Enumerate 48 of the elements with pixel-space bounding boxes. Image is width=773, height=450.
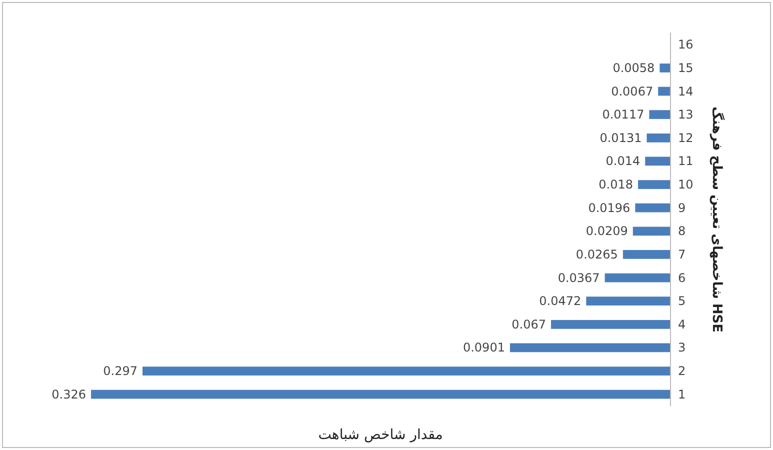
y-tick-label: 13 <box>678 108 694 122</box>
bar <box>645 156 670 166</box>
bar <box>91 390 670 399</box>
data-label: 0.014 <box>606 154 640 168</box>
data-label: 0.0196 <box>588 200 630 215</box>
data-label: 0.0367 <box>558 270 600 285</box>
bar <box>635 203 670 212</box>
y-tick-label: 16 <box>678 38 694 52</box>
bar <box>604 273 670 282</box>
x-axis-title: مقدار شاخص شباهت <box>318 427 443 443</box>
data-label: 0.0067 <box>611 84 654 98</box>
y-tick-label: 9 <box>678 200 686 215</box>
y-tick-label: 2 <box>678 364 686 378</box>
y-tick-label: 14 <box>678 84 694 98</box>
y-tick-label: 12 <box>678 130 694 145</box>
data-label: 0.0117 <box>602 108 644 122</box>
y-tick-label: 11 <box>678 154 694 168</box>
data-label: 0.0058 <box>612 60 655 75</box>
y-axis-title: شاخصهای تعیین سطح فرهنگ HSE <box>709 106 725 333</box>
data-label: 0.326 <box>52 387 86 402</box>
bar <box>646 133 670 142</box>
bar <box>649 110 670 120</box>
y-tick-label: 4 <box>678 317 686 332</box>
y-tick-label: 10 <box>678 178 694 192</box>
y-tick-label: 8 <box>678 224 686 238</box>
bar <box>586 296 670 306</box>
data-label: 0.0901 <box>462 340 505 355</box>
bar <box>510 343 670 352</box>
data-label: 0.018 <box>598 178 634 192</box>
y-tick-label: 15 <box>678 60 694 75</box>
y-tick-label: 3 <box>678 340 686 355</box>
data-label: 0.0472 <box>539 294 582 308</box>
data-label: 0.0265 <box>576 247 618 262</box>
y-tick-label: 5 <box>678 294 686 308</box>
bar <box>632 226 670 236</box>
data-label: 0.0209 <box>586 224 628 238</box>
data-label: 0.067 <box>512 317 546 332</box>
data-label: 0.297 <box>103 364 138 378</box>
bar <box>660 64 670 72</box>
y-tick-label: 1 <box>678 387 686 402</box>
y-tick-label: 7 <box>678 247 686 262</box>
y-tick-label: 6 <box>678 270 686 285</box>
bar <box>658 86 670 96</box>
bar <box>551 320 670 329</box>
bar <box>142 366 670 376</box>
bar <box>622 250 670 259</box>
data-label: 0.0131 <box>600 130 642 145</box>
bar <box>638 180 670 189</box>
